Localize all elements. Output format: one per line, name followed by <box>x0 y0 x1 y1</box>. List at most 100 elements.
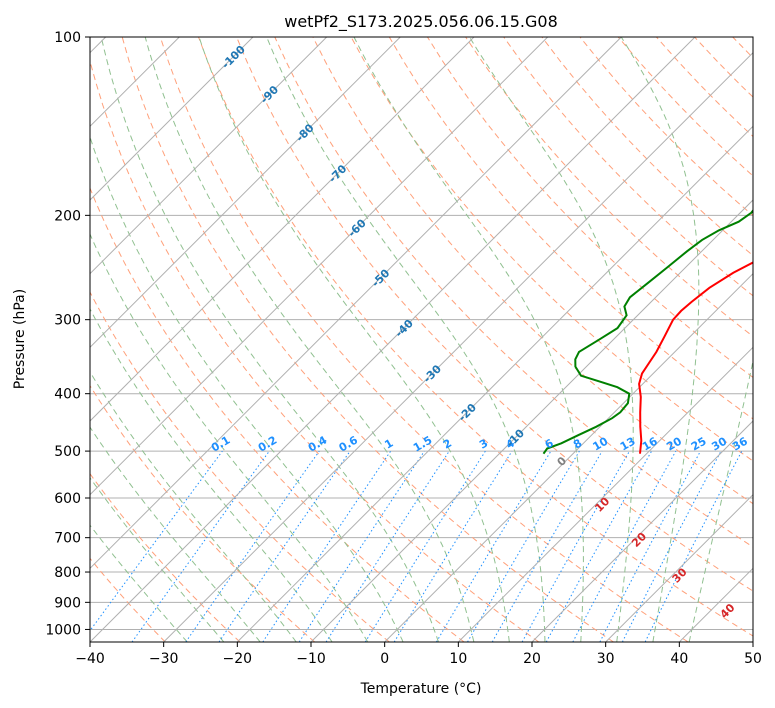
y-tick-label: 900 <box>54 595 81 611</box>
x-tick-label: −40 <box>75 651 105 667</box>
x-axis-label: Temperature (°C) <box>360 681 482 697</box>
x-tick-label: 10 <box>449 651 467 667</box>
y-tick-label: 100 <box>54 30 81 46</box>
moist-adiabat-line <box>90 308 333 642</box>
isotherm-line <box>752 641 753 642</box>
dry-adiabat-line <box>90 384 316 642</box>
mixing-ratio-label: 3 <box>477 437 490 452</box>
dry-adiabat-line <box>771 37 775 642</box>
x-tick-label: −20 <box>223 651 253 667</box>
y-tick-label: 700 <box>54 531 81 547</box>
dry-adiabat-line <box>90 472 241 642</box>
moist-adiabat-line <box>90 232 369 642</box>
isotherm-line <box>678 567 753 642</box>
moist-adiabat-label: 20 <box>629 530 649 550</box>
moist-adiabat-line <box>90 370 297 642</box>
moist-adiabat-line <box>90 476 225 642</box>
isotherm-line <box>90 37 475 422</box>
mixing-ratio-line <box>131 450 270 642</box>
moist-adiabat-label: 30 <box>670 565 690 585</box>
isotherm-label: -20 <box>456 401 479 424</box>
mixing-ratio-line <box>435 450 552 642</box>
moist-adiabat-line <box>620 37 700 642</box>
moist-adiabat-label: 40 <box>718 601 738 621</box>
isotherm-line <box>531 420 753 642</box>
isotherm-line <box>90 37 696 642</box>
x-tick-label: 40 <box>670 651 688 667</box>
mixing-ratio-label: 6 <box>543 436 556 451</box>
dry-adiabat-line <box>121 37 614 642</box>
moist-adiabat-line <box>198 37 510 642</box>
dry-adiabat-line <box>503 37 753 297</box>
dewpoint-profile-line <box>542 209 753 455</box>
dry-adiabat-line <box>90 186 465 642</box>
moist-adiabat-line <box>90 426 261 642</box>
dry-adiabat-line <box>694 37 753 98</box>
isotherm-line <box>90 37 254 201</box>
moist-adiabat-line <box>353 37 584 642</box>
mixing-ratio-line <box>325 450 450 642</box>
moist-adiabat-label: 10 <box>592 494 612 514</box>
dry-adiabat-line <box>465 37 753 338</box>
mixing-ratio-line <box>572 450 677 642</box>
dry-adiabat-line <box>274 37 753 548</box>
isotherm-line <box>163 51 753 642</box>
y-tick-label: 800 <box>54 565 81 581</box>
isotherm-line <box>90 37 401 349</box>
y-tick-label: 400 <box>54 387 81 403</box>
isotherm-line <box>605 493 753 642</box>
mixing-ratio-line <box>545 450 653 642</box>
x-tick-label: 20 <box>523 651 541 667</box>
line-labels: 0.1 0.2 0.4 0.6 1 1.5 2 3 4 6 8 10 13 16 20 25 30 36-100-… <box>209 43 750 622</box>
moist-adiabat-line <box>90 524 188 642</box>
mixing-ratio-line <box>262 450 392 642</box>
dry-adiabat-line <box>732 37 753 59</box>
isotherm-line <box>90 37 549 496</box>
dry-adiabat-line <box>90 291 390 642</box>
isotherm-line <box>310 199 753 642</box>
isotherm-line <box>90 37 622 570</box>
dry-adiabat-line <box>426 37 753 378</box>
x-tick-label: −10 <box>296 651 326 667</box>
chart-title: wetPf2_S173.2025.056.06.15.G08 <box>284 12 558 32</box>
dry-adiabat-line <box>312 37 753 505</box>
background-lines <box>90 37 775 642</box>
moist-adiabat-line <box>469 37 634 642</box>
x-tick-label: −30 <box>149 651 179 667</box>
profile-lines <box>542 209 753 455</box>
isotherm-line <box>384 272 753 642</box>
mixing-ratio-line <box>599 450 701 642</box>
plot-frame <box>89 36 754 643</box>
mixing-ratio-line <box>393 450 513 642</box>
isotherm-label: -100 <box>219 43 248 72</box>
moist-adiabat-label: 0 <box>555 454 570 469</box>
moist-adiabat-line <box>90 135 404 642</box>
y-axis-label: Pressure (hPa) <box>12 289 28 389</box>
mixing-ratio-line <box>644 450 743 642</box>
moist-adiabat-line <box>144 37 475 642</box>
moist-adiabat-line <box>100 37 439 642</box>
mixing-ratio-line <box>521 450 630 642</box>
isotherm-line <box>90 37 328 275</box>
y-tick-label: 1000 <box>45 622 81 638</box>
x-tick-label: 30 <box>597 651 615 667</box>
mixing-ratio-line <box>298 450 425 642</box>
isotherm-line <box>236 125 753 642</box>
mixing-ratio-line <box>185 450 320 642</box>
temperature-profile-line <box>638 261 753 454</box>
mixing-ratio-line <box>90 450 223 632</box>
mixing-ratio-line <box>364 450 486 642</box>
dry-adiabat-line <box>656 37 753 138</box>
x-axis: −40 −30 −20 −10 0 10 20 30 40 50 <box>75 642 762 667</box>
dry-adiabat-line <box>541 37 753 257</box>
y-tick-label: 200 <box>54 208 81 224</box>
dry-adiabat-line <box>350 37 753 462</box>
isotherm-line <box>457 346 753 642</box>
dry-adiabat-line <box>90 59 540 642</box>
y-axis: 100 200 300 400 500 600 700 800 900 1000 <box>45 30 90 638</box>
x-tick-label: 50 <box>744 651 762 667</box>
y-tick-label: 300 <box>54 313 81 329</box>
dry-adiabat-line <box>388 37 753 420</box>
dry-adiabat-line <box>236 37 753 592</box>
